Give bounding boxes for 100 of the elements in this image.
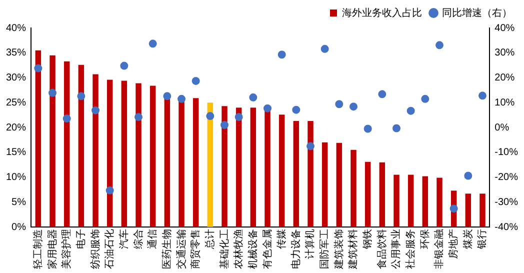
bar (278, 114, 285, 227)
y2-tick-label: 20% (494, 72, 515, 84)
point (62, 114, 71, 123)
point (406, 106, 415, 115)
x-tick-label: 有色金属 (261, 229, 274, 269)
x-tick-label: 国防军工 (318, 229, 331, 269)
point (77, 92, 86, 100)
point (249, 93, 258, 102)
bar (236, 108, 242, 227)
y2-tick-label: -10% (494, 147, 518, 158)
y2-tick-label: 40% (494, 22, 515, 34)
point (134, 113, 143, 122)
bar (408, 174, 414, 227)
x-tick-label: 电力设备 (290, 229, 302, 269)
y-tick-label: 10% (6, 172, 26, 183)
bar (164, 97, 170, 227)
point (148, 40, 157, 48)
y-tick-label: 20% (6, 122, 26, 134)
point (192, 76, 200, 85)
x-tick-label: 机械设备 (246, 229, 259, 269)
bar (350, 150, 356, 227)
bar (264, 110, 270, 227)
x-tick-label: 传媒 (276, 229, 288, 249)
y2-tick-label: 0% (494, 122, 510, 134)
point (48, 88, 57, 97)
bar (121, 80, 128, 227)
x-tick-label: 电子 (74, 229, 87, 249)
y2-tick-label: -30% (494, 196, 518, 208)
y-tick-label: 40% (6, 22, 26, 34)
x-tick-label: 建筑装饰 (332, 229, 345, 270)
bar (50, 55, 56, 227)
x-tick-label: 家用电器 (46, 229, 58, 269)
point (306, 142, 314, 150)
point (335, 100, 344, 108)
point (106, 186, 114, 194)
bar (379, 162, 386, 227)
point (92, 106, 100, 114)
x-tick-label: 环保 (420, 229, 431, 249)
bar (465, 194, 472, 227)
x-tick-label: 医药生物 (160, 229, 173, 269)
legend-label: 同比增速（右） (442, 6, 512, 19)
bar (293, 121, 300, 227)
bar (322, 142, 328, 227)
x-tick-label: 交通运输 (175, 229, 188, 269)
point (163, 92, 172, 100)
y-tick-label: 30% (6, 72, 26, 84)
y-tick-label: 35% (6, 48, 26, 59)
point (435, 41, 444, 50)
bar (106, 80, 113, 227)
x-tick-label: 商贸零售 (190, 229, 202, 269)
x-tick-label: 社会服务 (404, 229, 417, 269)
bar (207, 102, 214, 227)
point (378, 90, 386, 98)
y-tick-label: 5% (12, 196, 26, 208)
y2-tick-label: -20% (494, 172, 518, 183)
bar (64, 61, 70, 227)
bar (222, 106, 228, 227)
y2-tick-label: 10% (494, 97, 515, 108)
point (349, 102, 358, 111)
point (421, 94, 430, 103)
bar (336, 142, 342, 227)
point (320, 44, 329, 53)
point (464, 172, 472, 180)
x-tick-label: 纺织服饰 (89, 229, 102, 269)
point (234, 113, 243, 122)
y-tick-label: 0% (12, 222, 26, 233)
bar (35, 50, 42, 227)
x-tick-label: 非银金融 (433, 229, 446, 269)
x-tick-label: 计算机 (304, 229, 316, 259)
y2-tick-label: 30% (494, 48, 515, 59)
x-tick-label: 轻工制造 (32, 229, 44, 269)
x-tick-label: 煤炭 (462, 229, 474, 249)
x-tick-label: 建筑材料 (347, 229, 360, 270)
point (220, 121, 229, 130)
x-tick-label: 总计 (204, 229, 216, 250)
bar (78, 64, 84, 227)
bar (480, 194, 486, 227)
x-tick-label: 通信 (146, 229, 159, 249)
y-tick-label: 15% (6, 147, 26, 158)
x-tick-label: 公用事业 (390, 229, 402, 269)
point (178, 94, 186, 103)
point (292, 106, 300, 114)
x-tick-label: 钢铁 (362, 229, 374, 250)
y2-tick-label: -40% (494, 222, 518, 233)
bar (422, 176, 428, 227)
point (206, 112, 214, 120)
x-tick-label: 美容护理 (60, 229, 73, 269)
x-tick-label: 银行 (477, 229, 488, 250)
x-tick-label: 农林牧渔 (232, 229, 245, 269)
point (278, 50, 286, 59)
x-tick-label: 基础化工 (218, 229, 230, 269)
bar (364, 162, 371, 227)
bar (136, 83, 142, 227)
x-tick-label: 石油石化 (104, 229, 116, 269)
bar (436, 178, 442, 227)
bar (394, 174, 400, 227)
point (450, 204, 458, 213)
point (392, 124, 400, 132)
point (364, 124, 372, 133)
point (478, 92, 486, 100)
